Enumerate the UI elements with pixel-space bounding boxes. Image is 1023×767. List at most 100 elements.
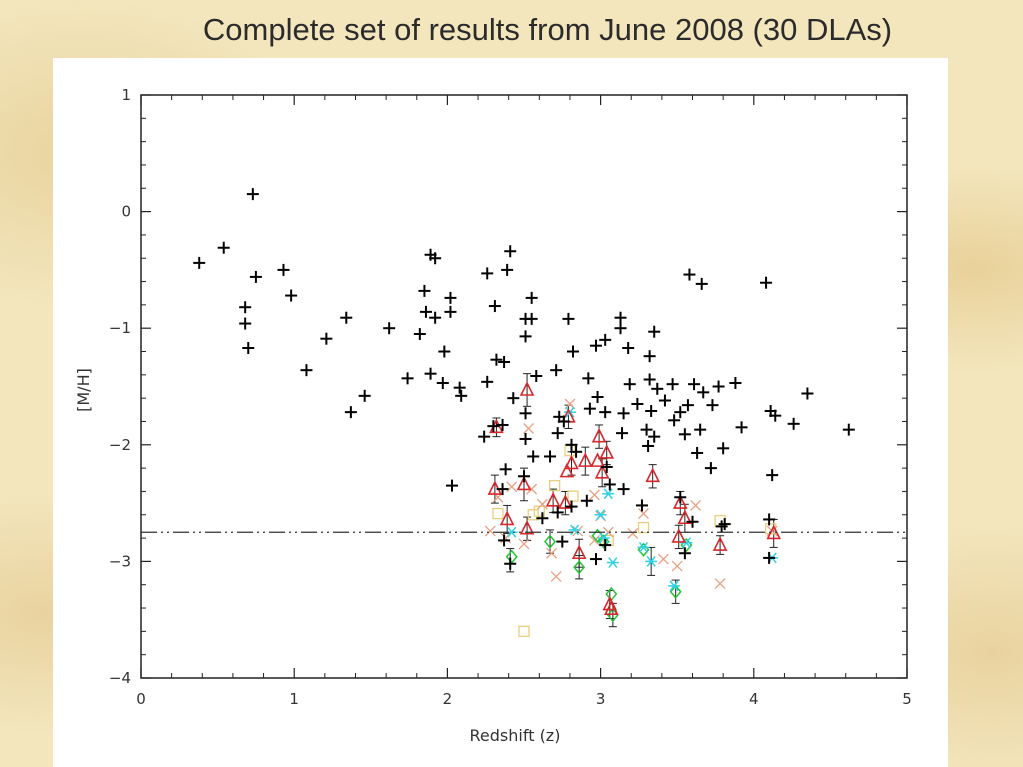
cross-point (627, 527, 639, 539)
y-tick-label: −2 (109, 436, 131, 454)
cross-point (572, 525, 584, 537)
plus-point (525, 312, 538, 325)
error-bar (523, 373, 532, 407)
asterisk-point (637, 541, 650, 553)
plus-point (614, 322, 627, 335)
triangle-point (545, 491, 561, 507)
square-point (637, 521, 650, 534)
triangle-point (519, 519, 535, 535)
plus-point (239, 301, 252, 314)
plus-point (496, 418, 509, 431)
square-point (564, 444, 576, 457)
plus-point (582, 372, 595, 385)
plus-point (706, 399, 719, 412)
plus-point (674, 491, 687, 504)
plus-point (239, 317, 252, 330)
plus-point (496, 483, 509, 496)
plus-point (599, 333, 612, 346)
plus-point (766, 469, 779, 482)
x-tick-label: 0 (136, 690, 146, 708)
plus-point (631, 397, 644, 410)
plus-point (277, 263, 290, 276)
plus-point (419, 305, 432, 318)
plus-point (487, 420, 500, 433)
plus-point (519, 330, 532, 343)
x-tick-label: 4 (749, 690, 759, 708)
plus-point (340, 311, 353, 324)
plus-point (678, 428, 691, 441)
plus-point (718, 518, 731, 531)
plus-point (556, 535, 569, 548)
triangle-point (671, 528, 687, 543)
data-points (193, 188, 855, 638)
asterisk-point (606, 557, 619, 569)
cross-point (536, 498, 548, 510)
cross-point (690, 499, 702, 511)
diamond-point (637, 542, 650, 557)
plus-point (583, 402, 596, 415)
cross-point (484, 525, 496, 537)
plus-point (704, 462, 717, 475)
plus-point (763, 551, 776, 564)
plus-point (193, 256, 206, 269)
asterisk-point (645, 555, 658, 567)
plus-point (599, 406, 612, 419)
plot-panel: 0 1 2 3 4 5 −4 −3 −2 −1 0 1 Redshift (z) [M/H] (53, 58, 948, 767)
plot-frame (140, 94, 908, 679)
square-point (492, 507, 504, 520)
square-point (518, 625, 530, 638)
triangle-point (577, 452, 593, 467)
triangle-point (677, 509, 693, 525)
triangle-point (564, 454, 579, 470)
plus-point (735, 421, 748, 434)
asterisk-point (568, 524, 581, 536)
plus-point (418, 284, 431, 297)
plus-point (648, 325, 661, 338)
cross-point (546, 547, 558, 559)
plus-point (599, 539, 612, 552)
plus-point (640, 423, 653, 436)
plus-point (651, 382, 664, 395)
plus-point (562, 312, 575, 325)
cross-point (550, 571, 562, 583)
asterisk-point (597, 532, 610, 544)
diamond-point (669, 584, 682, 599)
plus-point (527, 450, 540, 463)
plus-point (623, 378, 636, 391)
plus-point (320, 332, 333, 345)
x-tick-label: 3 (596, 690, 606, 708)
plus-point (617, 407, 630, 420)
plus-point (674, 406, 687, 419)
diamond-point (573, 560, 586, 575)
plus-point (648, 430, 661, 443)
asterisk-point (594, 509, 607, 521)
plus-point (580, 494, 593, 507)
diamond-point (505, 549, 518, 564)
diamond-point (605, 586, 618, 602)
plus-point (567, 345, 580, 358)
plus-point (635, 499, 648, 512)
y-tick-label: 0 (121, 203, 131, 221)
plus-point (590, 553, 603, 566)
plus-point (518, 470, 530, 483)
plus-point (285, 289, 298, 302)
plus-point (300, 364, 313, 377)
plus-point (603, 478, 616, 491)
plus-point (551, 427, 564, 440)
error-bars (490, 373, 778, 628)
plus-point (614, 311, 627, 324)
plus-point (678, 547, 691, 560)
cross-point (589, 489, 600, 501)
plus-point (550, 364, 563, 377)
plus-point (436, 377, 449, 390)
plus-point (688, 378, 701, 391)
cross-point (589, 534, 600, 546)
plus-point (565, 500, 578, 513)
plus-point (498, 534, 511, 547)
x-tick-label: 2 (443, 690, 453, 708)
cross-point (714, 578, 726, 590)
triangle-point (604, 600, 619, 616)
cross-point (671, 560, 683, 572)
triangle-point (519, 381, 535, 396)
plus-point (715, 520, 728, 533)
